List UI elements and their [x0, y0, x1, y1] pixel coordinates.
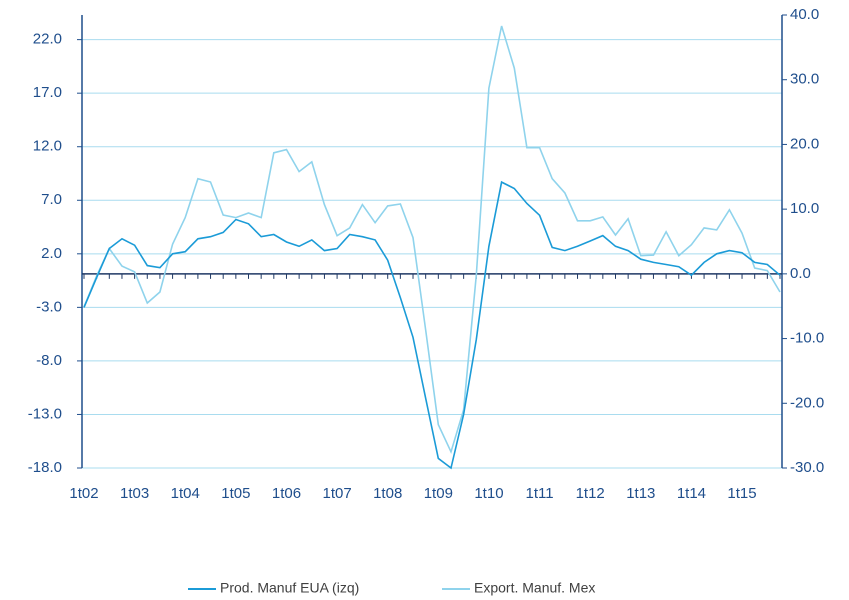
series-line — [83, 180, 781, 470]
legend-label: Export. Manuf. Mex — [474, 580, 595, 596]
y2-tick-label: -10.0 — [790, 330, 824, 347]
series-line — [83, 25, 781, 455]
y-tick-label: -8.0 — [36, 352, 62, 369]
y-tick-label: -18.0 — [28, 459, 62, 476]
x-tick-label: 1t14 — [677, 485, 706, 502]
x-tick-label: 1t09 — [424, 485, 453, 502]
x-tick-label: 1t03 — [120, 485, 149, 502]
x-tick-label: 1t02 — [69, 485, 98, 502]
y2-tick-label: -30.0 — [790, 459, 824, 476]
x-tick-label: 1t11 — [526, 485, 554, 502]
y-tick-label: -13.0 — [28, 405, 62, 422]
x-tick-label: 1t07 — [322, 485, 351, 502]
y2-tick-label: -20.0 — [790, 394, 824, 411]
x-tick-label: 1t06 — [272, 485, 301, 502]
y2-tick-label: 0.0 — [790, 265, 811, 282]
y2-tick-label: 30.0 — [790, 71, 819, 88]
x-tick-label: 1t15 — [727, 485, 756, 502]
y-tick-label: -3.0 — [36, 298, 62, 315]
x-tick-label: 1t13 — [626, 485, 655, 502]
x-tick-label: 1t12 — [576, 485, 605, 502]
y2-tick-label: 20.0 — [790, 135, 819, 152]
y-tick-label: 2.0 — [41, 245, 62, 262]
x-tick-label: 1t10 — [474, 485, 503, 502]
y-tick-label: 12.0 — [33, 138, 62, 155]
y2-tick-label: 10.0 — [790, 200, 819, 217]
y-tick-label: 22.0 — [33, 31, 62, 48]
x-tick-label: 1t08 — [373, 485, 402, 502]
x-tick-label: 1t05 — [221, 485, 250, 502]
y-tick-label: 17.0 — [33, 84, 62, 101]
y2-tick-label: 40.0 — [790, 6, 819, 23]
legend-label: Prod. Manuf EUA (izq) — [220, 580, 359, 596]
y-tick-label: 7.0 — [41, 191, 62, 208]
x-tick-label: 1t04 — [171, 485, 200, 502]
